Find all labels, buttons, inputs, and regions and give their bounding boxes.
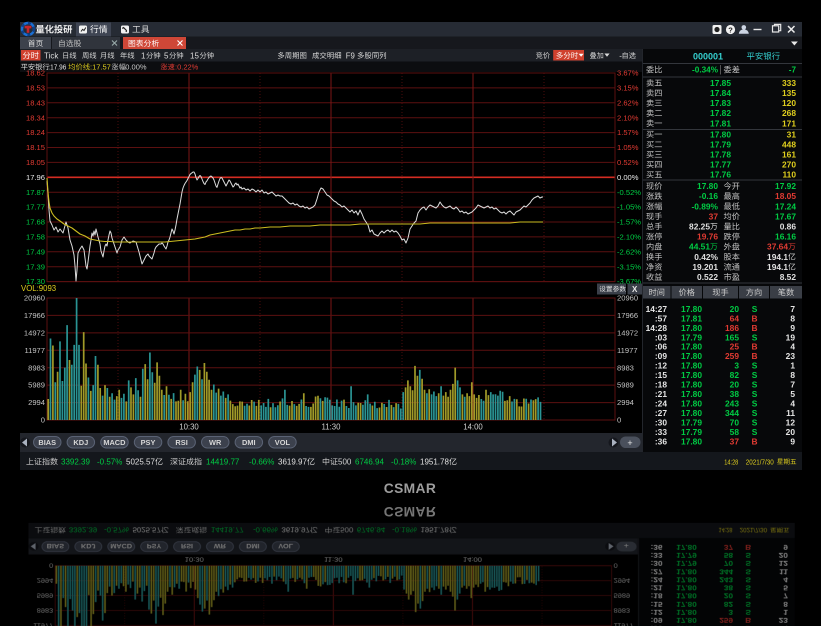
svg-text:CSMAR: CSMAR <box>384 504 437 519</box>
svg-text:CSMAR: CSMAR <box>384 481 437 496</box>
